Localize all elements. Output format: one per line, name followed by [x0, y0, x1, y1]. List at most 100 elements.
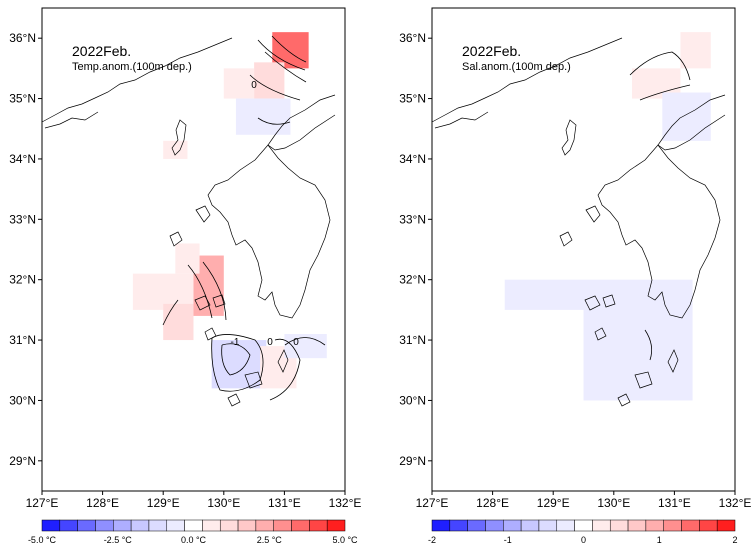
colorbar-swatch	[291, 519, 310, 532]
anomaly-cell	[223, 68, 255, 99]
coastlines	[41, 37, 336, 407]
colorbar-label: 5.0 °C	[332, 535, 358, 545]
y-tick-label: 32°N	[9, 273, 36, 287]
x-tick-label: 132°E	[329, 496, 362, 510]
y-tick-label: 31°N	[399, 333, 426, 347]
anomaly-cell	[680, 32, 711, 69]
colorbar-swatch	[237, 519, 257, 532]
colorbar-label: -2.5 °C	[104, 535, 133, 545]
salinity-colorbar: -2 -1 0 1 2	[428, 519, 738, 545]
colorbar-label: 2.5 °C	[257, 535, 283, 545]
map-frame	[431, 7, 736, 492]
y-tick-label: 33°N	[9, 212, 36, 226]
colorbar-swatch	[130, 519, 150, 532]
y-tick-label: 36°N	[9, 31, 36, 45]
x-tick-label: 129°E	[147, 496, 180, 510]
y-tick-label: 30°N	[9, 393, 36, 407]
colorbar-swatch	[556, 519, 575, 532]
y-tick-label: 31°N	[9, 333, 36, 347]
colorbar-label: -1	[504, 535, 512, 545]
x-tick-label: 131°E	[658, 496, 691, 510]
anomaly-cell	[235, 98, 291, 135]
x-tick-label: 128°E	[476, 496, 509, 510]
map-frame	[41, 7, 346, 492]
colorbar-swatch	[95, 519, 114, 532]
colorbar-swatch	[148, 519, 168, 532]
x-tick-label: 129°E	[537, 496, 570, 510]
colorbar-swatch	[219, 519, 239, 532]
anomaly-cell	[175, 243, 200, 274]
anomaly-cell	[662, 92, 711, 141]
axis-ticks: 127°E 128°E 129°E 130°E 131°E 132°E 29°N 30°N 31…	[9, 31, 361, 510]
temperature-colorbar: -5.0 °C -2.5 °C 0.0 °C 2.5 °C 5.0 °C	[28, 519, 358, 545]
colorbar-swatch	[113, 519, 132, 532]
colorbar-swatch	[41, 519, 61, 532]
colorbar-label: -5.0 °C	[28, 535, 57, 545]
x-tick-label: 130°E	[207, 496, 240, 510]
colorbar-swatch	[574, 519, 593, 532]
colorbar-swatch	[699, 519, 718, 532]
x-tick-label: 130°E	[597, 496, 630, 510]
colorbar-swatch	[166, 519, 185, 532]
colorbar-swatch	[59, 519, 78, 532]
temperature-contour-labels: 0 -1 0 0	[231, 80, 300, 348]
y-tick-label: 29°N	[9, 454, 36, 468]
colorbar-swatch	[716, 519, 736, 532]
colorbar-swatch	[326, 519, 346, 532]
colorbar-swatch	[663, 519, 682, 532]
y-tick-label: 30°N	[399, 393, 426, 407]
x-tick-label: 127°E	[26, 496, 59, 510]
colorbar-swatch	[184, 519, 203, 532]
contour-label: 0	[251, 80, 257, 91]
contour-label: -1	[231, 337, 240, 348]
colorbar-swatch	[627, 519, 647, 532]
colorbar-swatch	[609, 519, 629, 532]
colorbar-swatch	[520, 519, 540, 532]
y-tick-label: 34°N	[399, 152, 426, 166]
colorbar-swatch	[273, 519, 292, 532]
salinity-anomaly-panel: 127°E 128°E 129°E 130°E 131°E 132°E 29°N 30°N 31…	[399, 7, 751, 545]
colorbar-swatch	[309, 519, 328, 532]
colorbar-swatch	[485, 519, 504, 532]
colorbar-label: 1	[657, 535, 662, 545]
anomaly-cell	[284, 334, 327, 359]
y-tick-label: 35°N	[9, 92, 36, 106]
colorbar-swatch	[503, 519, 522, 532]
panel-title: 2022Feb.	[72, 43, 131, 59]
anomaly-cell	[163, 140, 188, 159]
salinity-contours	[629, 51, 691, 361]
colorbar-label: 2	[732, 535, 737, 545]
anomaly-cell	[583, 327, 693, 401]
colorbar-swatch	[645, 519, 664, 532]
panel-subtitle: Sal.anom.(100m dep.)	[462, 61, 571, 73]
panel-subtitle: Temp.anom.(100m dep.)	[72, 61, 192, 73]
x-tick-label: 131°E	[268, 496, 301, 510]
coastlines	[431, 37, 726, 407]
colorbar-swatch	[538, 519, 558, 532]
colorbar-swatch	[592, 519, 611, 532]
temperature-contours	[162, 35, 326, 401]
y-tick-label: 34°N	[9, 152, 36, 166]
colorbar-swatch	[202, 519, 221, 532]
colorbar-label: 0	[581, 535, 586, 545]
y-tick-label: 36°N	[399, 31, 426, 45]
contour-label: 0	[293, 337, 299, 348]
colorbar-swatch	[467, 519, 486, 532]
y-tick-label: 29°N	[399, 454, 426, 468]
colorbar-swatch	[77, 519, 96, 532]
x-tick-label: 127°E	[416, 496, 449, 510]
anomaly-cell	[254, 62, 285, 99]
colorbar-swatch	[431, 519, 451, 532]
temperature-anomaly-panel: 0 -1 0 0 127°E 128°	[9, 7, 361, 545]
temperature-anomaly-field	[132, 32, 327, 389]
y-tick-label: 32°N	[399, 273, 426, 287]
anomaly-cell	[163, 303, 194, 341]
x-tick-label: 128°E	[86, 496, 119, 510]
anomaly-cell	[583, 279, 693, 328]
anomaly-cell	[504, 279, 584, 310]
panel-title: 2022Feb.	[462, 43, 521, 59]
y-tick-label: 33°N	[399, 212, 426, 226]
y-tick-label: 35°N	[399, 92, 426, 106]
axis-ticks: 127°E 128°E 129°E 130°E 131°E 132°E 29°N 30°N 31…	[399, 31, 751, 510]
